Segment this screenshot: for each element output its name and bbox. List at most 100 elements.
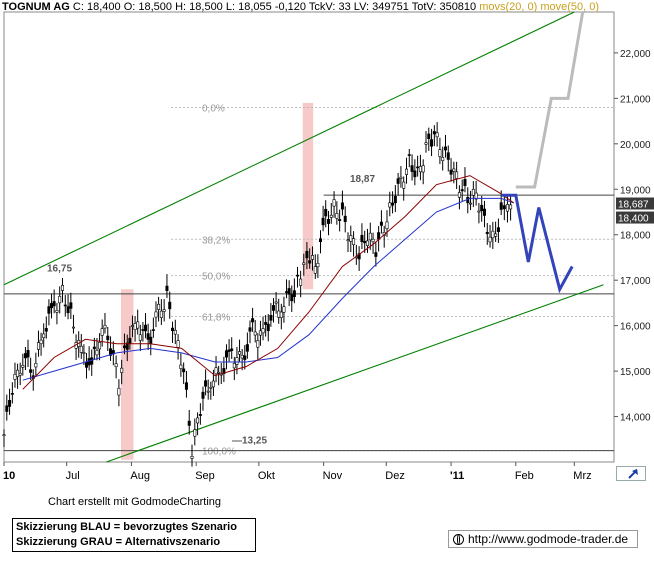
candle-body [182, 368, 186, 373]
candle-body [117, 387, 121, 396]
candle-body [285, 291, 289, 293]
lv-label: LV: [353, 1, 370, 13]
candle-body [340, 202, 344, 210]
candle-body [321, 217, 325, 226]
website-link[interactable]: http://www.godmode-trader.de [448, 530, 638, 548]
candle-body [176, 340, 180, 348]
candle-body [85, 361, 89, 368]
scenario-legend: Skizzierung BLAU = bevorzugtes Szenario … [12, 518, 256, 552]
candle-body [308, 260, 312, 264]
trend-arrow-icon [628, 469, 638, 479]
candle-body [196, 417, 200, 424]
y-tick-label: 21,000 [620, 94, 651, 105]
candle-body [10, 393, 14, 395]
candle-body [100, 328, 104, 336]
candle-body [245, 344, 249, 352]
level-label: 16,75 [47, 264, 72, 275]
candle-body [79, 345, 83, 353]
ma20-line [22, 175, 514, 390]
candle-body [243, 355, 247, 360]
candle-body [264, 322, 268, 325]
candle-body [29, 369, 33, 373]
candle-body [95, 350, 99, 356]
candle-body [296, 274, 300, 277]
legend-gray-scenario: Skizzierung GRAU = Alternativszenario [16, 536, 221, 548]
high-label: H: [175, 1, 187, 13]
candle-body [357, 253, 361, 260]
level-label: —13,25 [232, 436, 267, 447]
candle-body [253, 331, 257, 336]
candle-body [404, 168, 408, 175]
candle-body [502, 205, 506, 210]
candle-body [368, 232, 372, 241]
candle-body [235, 357, 239, 365]
candle-body [50, 303, 54, 309]
candle-body [248, 327, 252, 332]
candle-body [258, 330, 262, 336]
candle-body [240, 355, 244, 359]
chart-tool-button[interactable] [616, 466, 646, 481]
candle-body [184, 382, 188, 390]
candle-body [427, 133, 431, 139]
candle-body [488, 236, 492, 243]
candle-body [399, 176, 403, 179]
candle-body [318, 238, 322, 243]
candle-body [173, 330, 177, 335]
candle-body [329, 214, 333, 218]
change-value: -0,120 [274, 1, 307, 13]
candle-body [396, 178, 400, 184]
candle-body [21, 365, 25, 368]
candle-body [509, 204, 513, 210]
candle-body [26, 350, 30, 358]
candle-body [352, 238, 356, 245]
candle-body [482, 208, 486, 216]
candle-body [18, 372, 22, 376]
candle-body [232, 362, 236, 369]
candle-body [256, 340, 260, 348]
totv-label: TotV: [411, 1, 437, 13]
candle-body [305, 250, 309, 259]
candle-body [157, 303, 161, 310]
x-tick-label: Dez [385, 470, 405, 482]
candle-body [279, 311, 283, 318]
candle-body [277, 310, 281, 318]
candle-body [441, 157, 445, 161]
candle-body [326, 219, 330, 224]
y-tick-label: 20,000 [620, 140, 651, 151]
candle-body [217, 371, 221, 374]
candle-body [388, 202, 392, 208]
candle-body [402, 181, 406, 189]
candle-body [206, 390, 210, 393]
y-tick-label: 19,000 [620, 185, 651, 196]
globe-icon [453, 533, 464, 545]
x-tick-label: 10 [3, 470, 15, 482]
candle-body [335, 213, 339, 219]
candle-body [66, 306, 70, 314]
candle-body [82, 352, 86, 354]
candle-body [374, 252, 378, 257]
fib-label: 61,8% [202, 313, 230, 324]
candle-body [151, 329, 155, 331]
candle-body [494, 233, 498, 237]
x-tick-label: Feb [515, 470, 534, 482]
candle-body [491, 230, 495, 239]
open-label: O: [123, 1, 136, 13]
candle-body [44, 328, 48, 332]
candle-body [63, 304, 67, 307]
candle-body [214, 367, 218, 375]
x-tick-label: Jul [66, 470, 80, 482]
candle-body [227, 349, 231, 352]
tckv-value: 33 [338, 1, 351, 13]
candle-body [211, 380, 215, 388]
candle-body [332, 199, 336, 207]
x-tick-label: '11 [450, 470, 464, 482]
chart-header: TOGNUM AG C: 18,400 O: 18,500 H: 18,500 … [2, 1, 599, 13]
candle-body [287, 288, 291, 295]
candle-body [338, 219, 342, 222]
candle-body [34, 362, 38, 368]
open-value: 18,500 [138, 1, 173, 13]
candle-body [230, 348, 234, 351]
last-price-label: 18,687 [618, 200, 649, 211]
candle-body [261, 328, 265, 334]
